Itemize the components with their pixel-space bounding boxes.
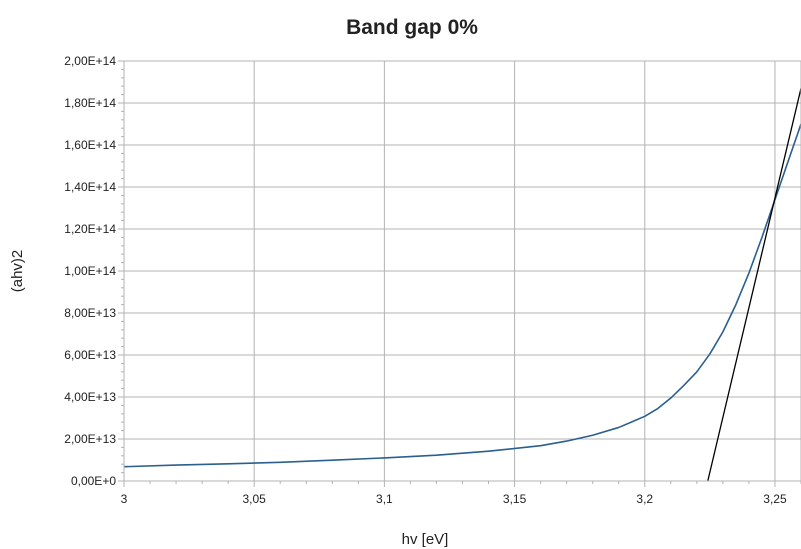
plot-series — [123, 88, 801, 482]
y-tick-label: 1,00E+14 — [64, 264, 116, 278]
y-tick-label: 8,00E+13 — [64, 306, 116, 320]
y-tick-label: 1,40E+14 — [64, 180, 116, 194]
y-tick-label: 1,60E+14 — [64, 138, 116, 152]
x-axis-label: hv [eV] — [402, 531, 449, 548]
tangent-line — [707, 88, 801, 482]
x-tick-label: 3 — [121, 492, 128, 506]
x-tick-labels: 3 3,05 3,1 3,15 3,2 3,25 — [121, 492, 787, 506]
chart-title: Band gap 0% — [346, 16, 478, 39]
plot-frame — [123, 60, 801, 482]
y-tick-label: 1,80E+14 — [64, 96, 116, 110]
x-tick-label: 3,05 — [243, 492, 267, 506]
y-tick-label: 6,00E+13 — [64, 348, 116, 362]
y-tick-label: 1,20E+14 — [64, 222, 116, 236]
x-tick-label: 3,2 — [636, 492, 653, 506]
x-tick-label: 3,15 — [503, 492, 527, 506]
y-axis-label: (ahv)2 — [9, 250, 26, 293]
x-tick-label: 3,25 — [763, 492, 787, 506]
y-tick-label: 2,00E+13 — [64, 432, 116, 446]
x-tick-label: 3,1 — [376, 492, 393, 506]
y-tick-label: 0,00E+0 — [71, 474, 116, 488]
y-tick-label: 2,00E+14 — [64, 54, 116, 68]
absorption-curve — [123, 123, 801, 468]
y-tick-labels: 0,00E+0 2,00E+13 4,00E+13 6,00E+13 8,00E+13 1… — [64, 54, 116, 488]
y-tick-label: 4,00E+13 — [64, 390, 116, 404]
